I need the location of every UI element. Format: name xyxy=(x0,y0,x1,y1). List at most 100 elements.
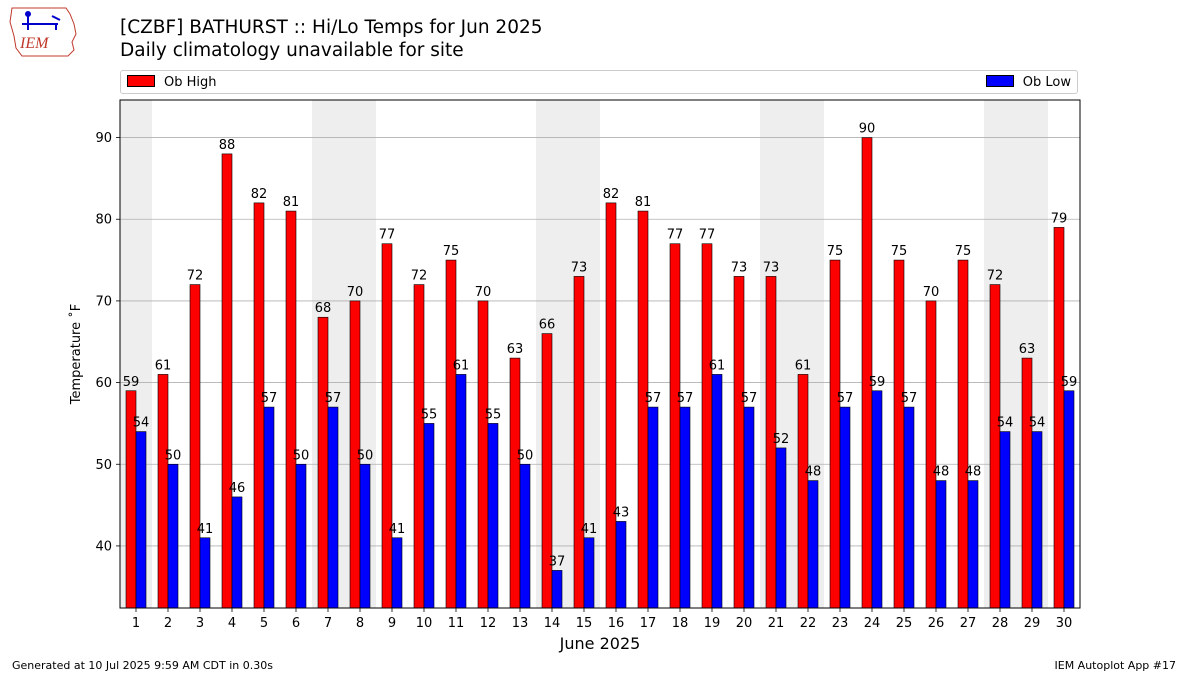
x-tick-label: 25 xyxy=(896,616,913,631)
data-label-high: 73 xyxy=(731,260,748,275)
data-label-low: 41 xyxy=(197,522,214,537)
data-label-low: 57 xyxy=(741,391,758,406)
footer-app: IEM Autoplot App #17 xyxy=(1054,659,1177,672)
bar-low xyxy=(263,406,275,609)
data-label-high: 61 xyxy=(155,358,172,373)
bar-high xyxy=(285,210,297,609)
bar-low xyxy=(295,463,307,609)
bar-high xyxy=(669,243,681,609)
x-tick-label: 27 xyxy=(960,616,977,631)
data-label-low: 59 xyxy=(1061,375,1078,390)
y-tick-label: 60 xyxy=(95,376,112,391)
data-label-low: 54 xyxy=(133,416,150,431)
bar-low xyxy=(583,537,595,609)
bar-high xyxy=(605,202,617,609)
bar-high xyxy=(381,243,393,609)
bar-low xyxy=(807,480,819,609)
data-label-high: 70 xyxy=(923,285,940,300)
x-tick-label: 22 xyxy=(800,616,817,631)
x-axis-label: June 2025 xyxy=(559,634,641,653)
x-tick-label: 17 xyxy=(640,616,657,631)
data-label-high: 59 xyxy=(123,375,140,390)
legend-label-high: Ob High xyxy=(164,75,217,90)
x-tick-label: 11 xyxy=(448,616,465,631)
data-label-low: 59 xyxy=(869,375,886,390)
data-label-high: 72 xyxy=(411,269,428,284)
data-label-low: 55 xyxy=(421,407,438,422)
legend-swatch-high xyxy=(127,75,155,87)
x-tick-label: 18 xyxy=(672,616,689,631)
data-label-high: 75 xyxy=(955,244,972,259)
bar-low xyxy=(679,406,691,609)
weekend-shade xyxy=(120,100,152,608)
data-label-high: 68 xyxy=(315,301,332,316)
x-tick-label: 30 xyxy=(1056,616,1073,631)
data-label-high: 88 xyxy=(219,138,236,153)
data-label-low: 54 xyxy=(997,416,1014,431)
data-label-high: 75 xyxy=(891,244,908,259)
bar-high xyxy=(1053,227,1065,609)
weekend-shade xyxy=(1016,100,1048,608)
data-label-low: 50 xyxy=(517,448,534,463)
bar-low xyxy=(167,463,179,609)
bar-low xyxy=(775,447,787,609)
weekend-shade xyxy=(568,100,600,608)
data-label-low: 48 xyxy=(965,465,982,480)
x-tick-label: 14 xyxy=(544,616,561,631)
legend-swatch-low xyxy=(985,75,1014,87)
footer-generated: Generated at 10 Jul 2025 9:59 AM CDT in … xyxy=(12,659,273,672)
data-label-high: 63 xyxy=(1019,342,1036,357)
bar-high xyxy=(701,243,713,609)
bar-low xyxy=(327,406,339,609)
bar-low xyxy=(231,496,243,609)
data-label-high: 63 xyxy=(507,342,524,357)
bar-low xyxy=(1063,390,1075,609)
plot-frame xyxy=(119,99,1081,609)
legend-item-low: Ob Low xyxy=(985,75,1071,90)
bar-high xyxy=(797,374,809,609)
x-tick-label: 16 xyxy=(608,616,625,631)
x-tick-label: 1 xyxy=(132,616,140,631)
x-tick-label: 13 xyxy=(512,616,529,631)
data-label-high: 70 xyxy=(347,285,364,300)
bar-high xyxy=(989,284,1001,609)
chart-subtitle: Daily climatology unavailable for site xyxy=(120,40,464,61)
bar-low xyxy=(487,423,499,609)
weekend-shade xyxy=(536,100,568,608)
data-label-high: 90 xyxy=(859,122,876,137)
y-tick-label: 80 xyxy=(95,213,112,228)
data-label-low: 57 xyxy=(645,391,662,406)
x-tick-label: 20 xyxy=(736,616,753,631)
y-tick-label: 70 xyxy=(95,294,112,309)
data-label-low: 48 xyxy=(805,465,822,480)
data-label-low: 50 xyxy=(357,448,374,463)
data-label-high: 82 xyxy=(251,187,268,202)
bar-high xyxy=(221,153,233,609)
bar-low xyxy=(359,463,371,609)
bar-low xyxy=(647,406,659,609)
bar-low xyxy=(455,374,467,609)
bar-low xyxy=(1031,431,1043,609)
data-label-low: 43 xyxy=(613,505,630,520)
bar-high xyxy=(189,284,201,609)
bar-low xyxy=(199,537,211,609)
data-label-high: 66 xyxy=(539,318,556,333)
data-label-high: 81 xyxy=(635,195,652,210)
bar-low xyxy=(935,480,947,609)
weekend-shade xyxy=(984,100,1016,608)
iem-logo: IEM xyxy=(9,7,77,57)
bar-low xyxy=(999,431,1011,609)
bar-low xyxy=(711,374,723,609)
data-label-high: 72 xyxy=(987,269,1004,284)
bar-high xyxy=(477,300,489,609)
legend-label-low: Ob Low xyxy=(1022,75,1071,90)
bar-high xyxy=(893,259,905,609)
x-tick-label: 2 xyxy=(164,616,172,631)
x-tick-label: 8 xyxy=(356,616,364,631)
data-label-high: 77 xyxy=(667,228,684,243)
bar-high xyxy=(509,357,521,609)
data-label-high: 77 xyxy=(379,228,396,243)
bar-low xyxy=(903,406,915,609)
data-label-high: 72 xyxy=(187,269,204,284)
